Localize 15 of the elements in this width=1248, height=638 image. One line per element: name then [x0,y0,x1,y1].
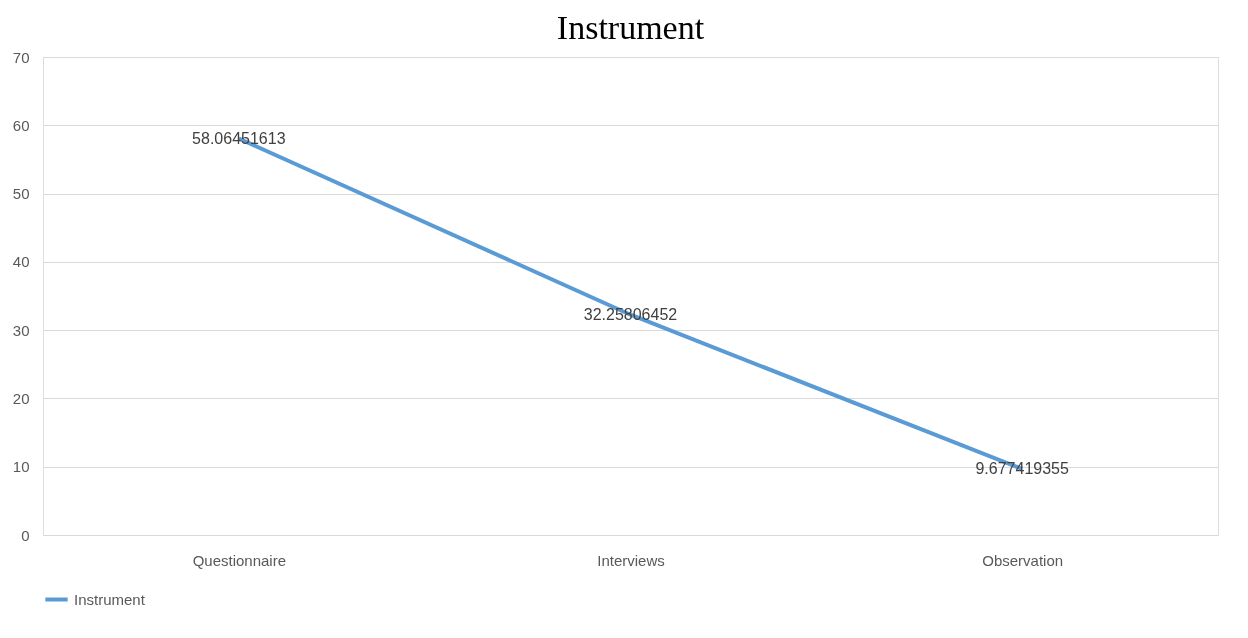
y-tick-label: 30 [12,321,30,339]
x-tick-label: Questionnaire [192,551,287,569]
y-tick-label: 40 [12,253,30,271]
legend-label: Instrument [74,590,146,608]
y-tick-label: 60 [12,116,30,134]
data-label: 58.06451613 [192,129,286,147]
y-tick-label: 70 [12,48,30,66]
chart-title: Instrument [556,9,705,46]
x-tick-label: Interviews [597,551,665,569]
y-tick-label: 50 [12,185,30,203]
y-tick-label: 20 [12,389,30,407]
x-tick-label: Observation [982,551,1064,569]
y-tick-label: 10 [12,458,30,476]
y-tick-label: 0 [21,526,30,544]
data-label: 9.677419355 [975,459,1069,477]
